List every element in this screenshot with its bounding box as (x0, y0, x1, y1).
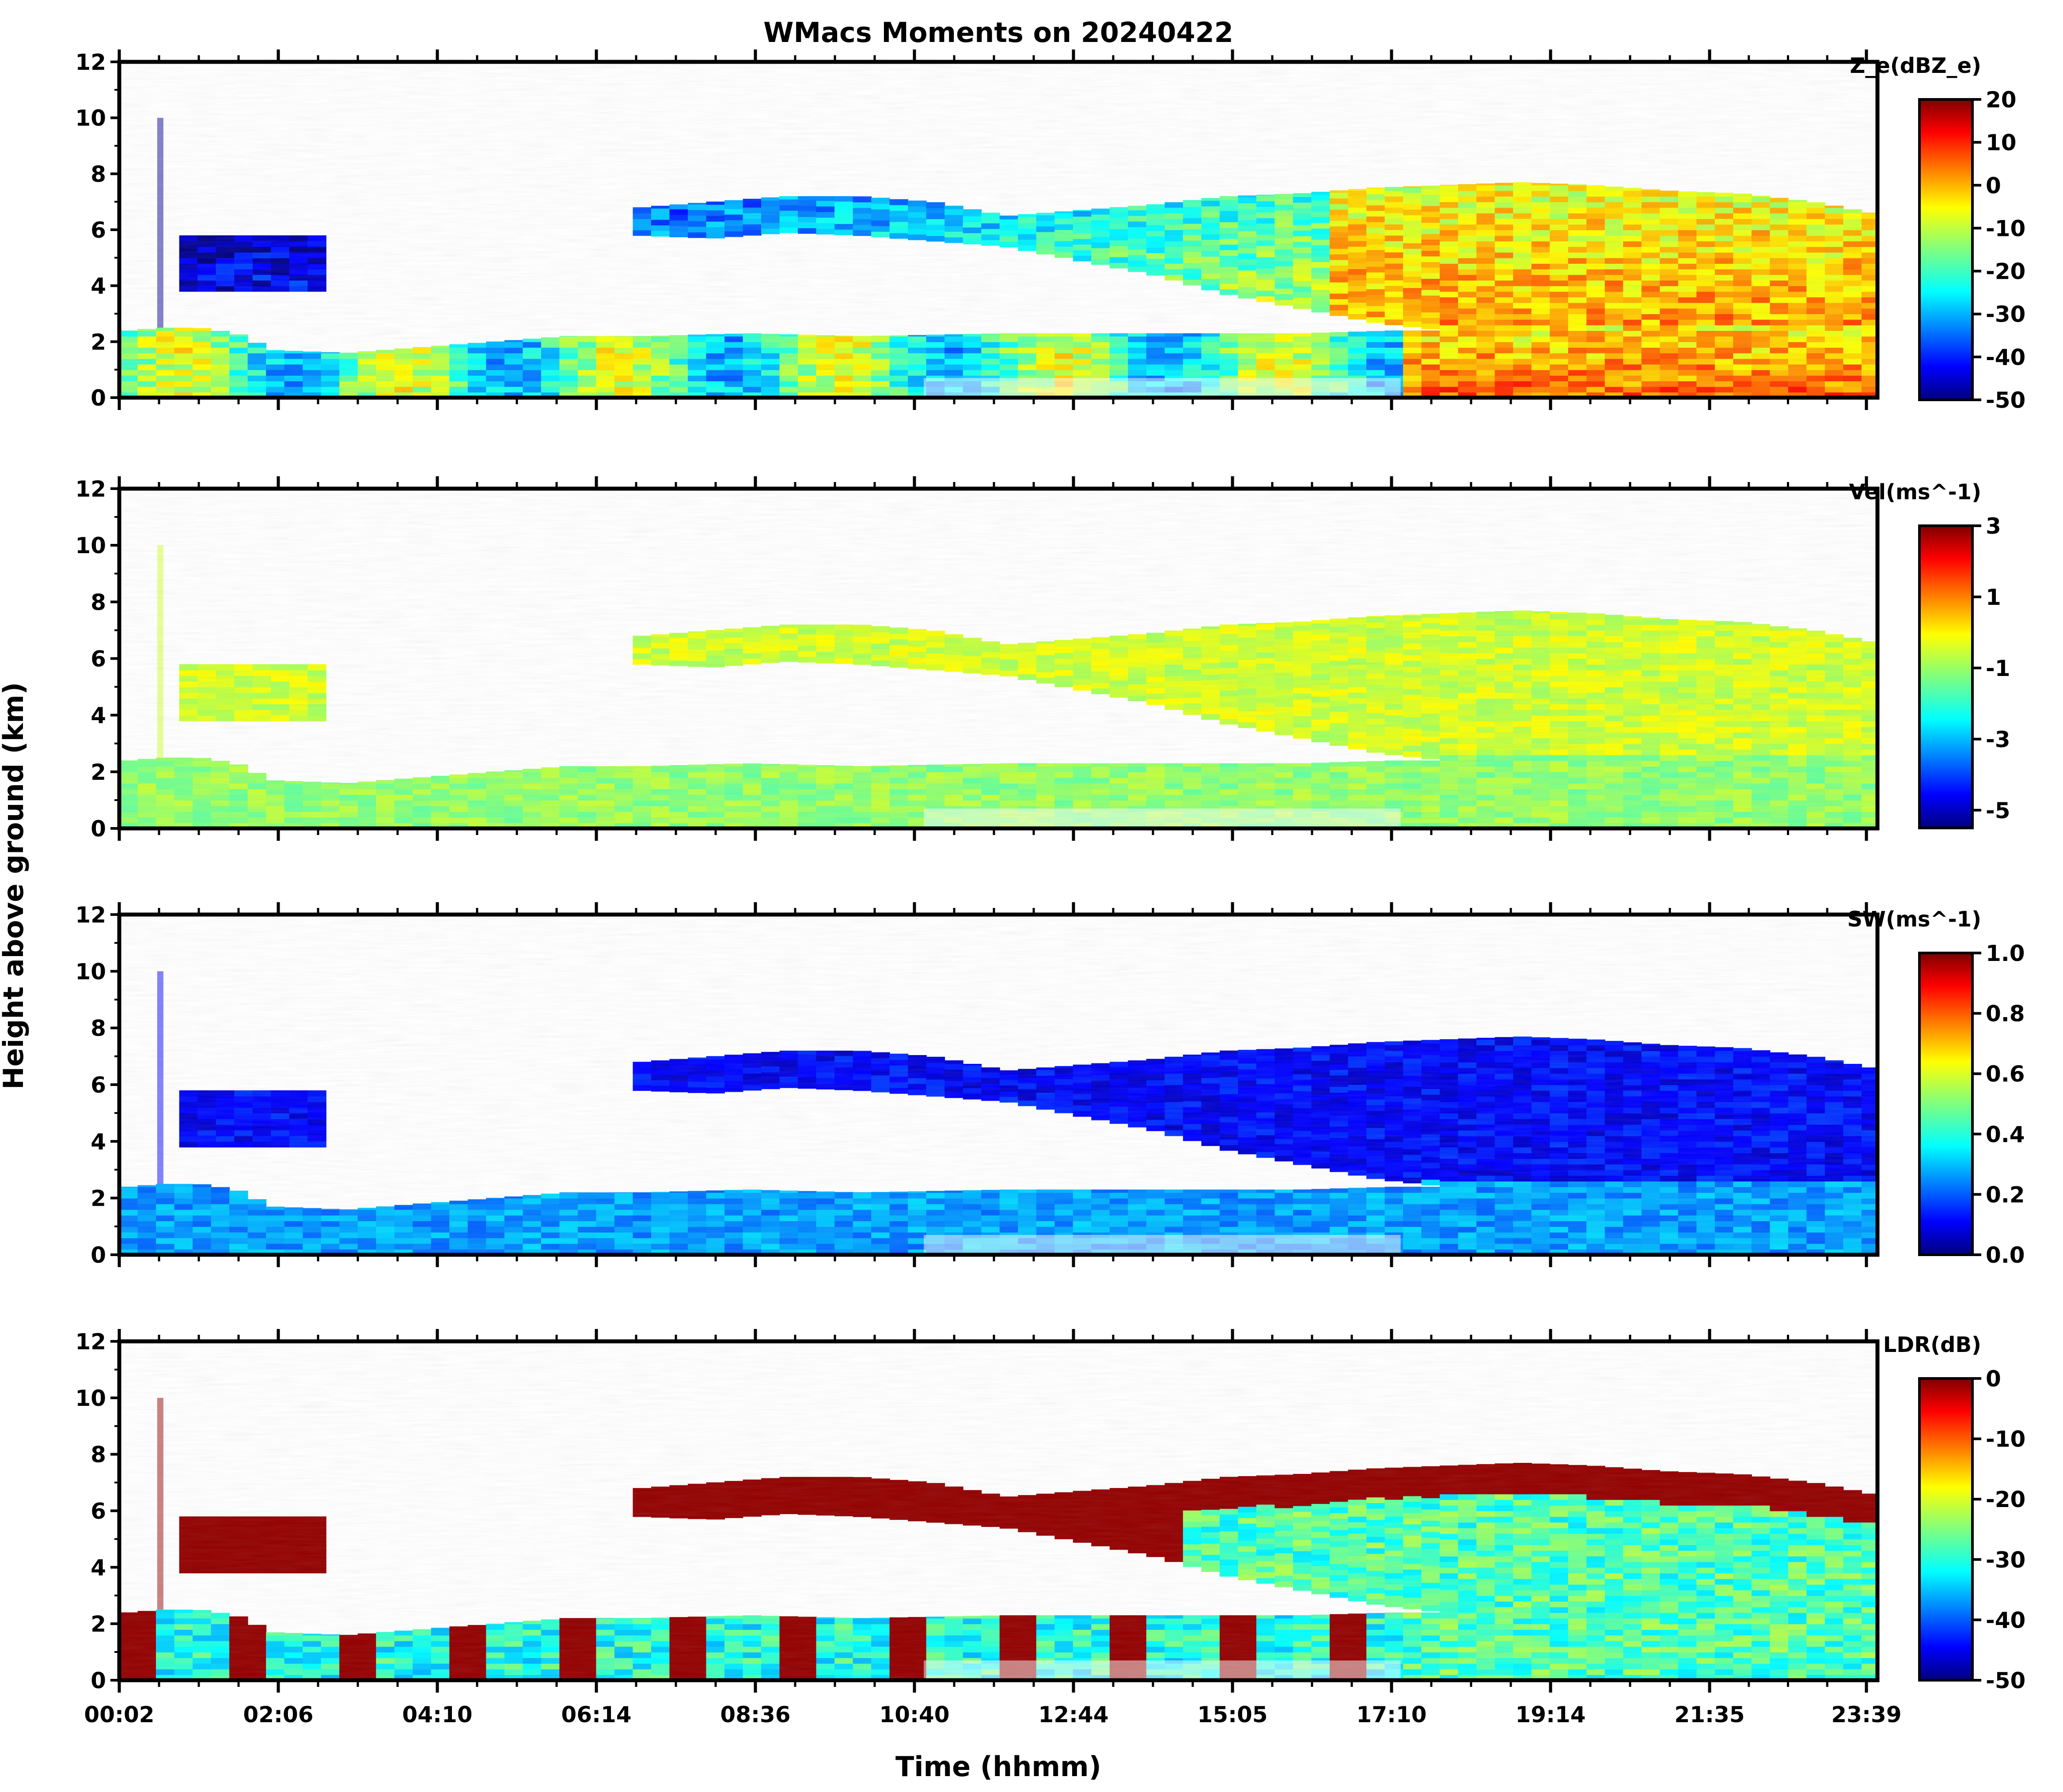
y-tick-label: 12 (75, 49, 106, 75)
y-tick-label: 0 (91, 816, 106, 842)
colorbar (1918, 98, 1974, 401)
y-tick-label: 2 (91, 329, 106, 355)
colorbar-tick-label: -40 (1986, 345, 2025, 370)
y-tick-label: 8 (91, 589, 106, 615)
heatmap-cells (119, 489, 1877, 828)
y-tick-label: 8 (91, 161, 106, 187)
colorbar-tick-label: -10 (1986, 216, 2025, 241)
colorbar-label: Vel(ms^-1) (1849, 480, 1981, 505)
y-tick-label: 2 (91, 759, 106, 785)
colorbar-tick-label: -20 (1986, 259, 2025, 285)
colorbar-tick-label: -50 (1986, 387, 2025, 413)
colorbar-tick-label: -1 (1986, 656, 2010, 681)
colorbar-tick-label: 1 (1986, 585, 2001, 610)
y-tick-label: 12 (75, 476, 106, 502)
figure-title: WMacs Moments on 20240422 (763, 16, 1233, 49)
y-tick-label: 6 (91, 217, 106, 243)
y-tick-label: 10 (75, 533, 106, 558)
y-tick-label: 4 (91, 703, 106, 729)
heatmap-texture (119, 489, 1877, 828)
heatmap-texture (119, 62, 1877, 398)
x-axis-label: Time (hhmm) (895, 1750, 1101, 1783)
colorbar-tick-label: 10 (1986, 130, 2017, 156)
y-tick-label: 4 (91, 273, 106, 299)
colorbar-label: Z_e(dBZ_e) (1850, 53, 1981, 78)
heatmap-cells (119, 62, 1877, 398)
y-tick-label: 0 (91, 385, 106, 411)
colorbar (1918, 524, 1974, 829)
y-tick-label: 10 (75, 106, 106, 131)
panel-ze: 0 2 4 6 8 10 12 Z_e(dBZ_e)20 10 0 -10 -20 -30 -40 -50 (75, 49, 2025, 413)
colorbar-tick-label: 20 (1986, 87, 2017, 113)
y-tick-label: 6 (91, 646, 106, 672)
colorbar-tick-label: -30 (1986, 302, 2025, 327)
colorbar-tick-label: 3 (1986, 513, 2001, 539)
colorbar-tick-label: 0 (1986, 173, 2001, 198)
y-axis-label: Height above ground (km) (0, 682, 30, 1090)
